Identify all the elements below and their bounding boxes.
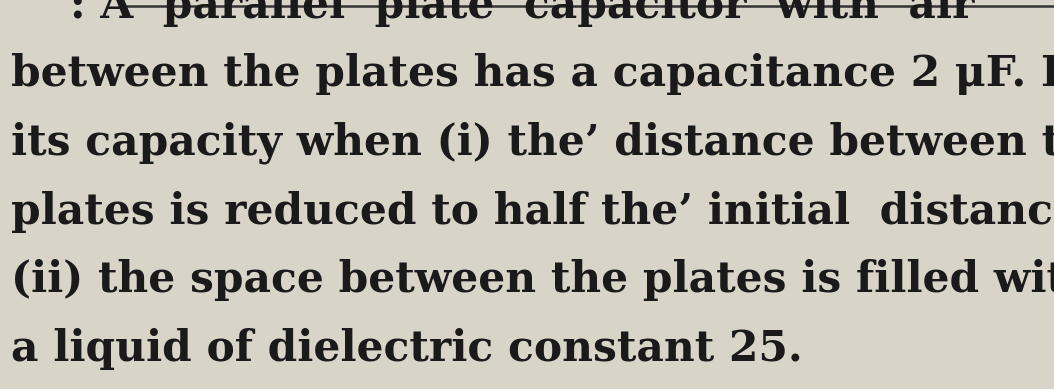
Text: a liquid of dielectric constant 25.: a liquid of dielectric constant 25. — [11, 328, 802, 370]
Text: (ii) the space between the plates is filled with: (ii) the space between the plates is fil… — [11, 259, 1054, 301]
Text: : A  parallel  plate  capacitor  with  air: : A parallel plate capacitor with air — [11, 0, 974, 27]
Text: plates is reduced to half the’ initial  distance,: plates is reduced to half the’ initial d… — [11, 191, 1054, 233]
Text: between the plates has a capacitance 2 μF. Find: between the plates has a capacitance 2 μ… — [11, 53, 1054, 95]
Text: its capacity when (i) the’ distance between the: its capacity when (i) the’ distance betw… — [11, 122, 1054, 164]
